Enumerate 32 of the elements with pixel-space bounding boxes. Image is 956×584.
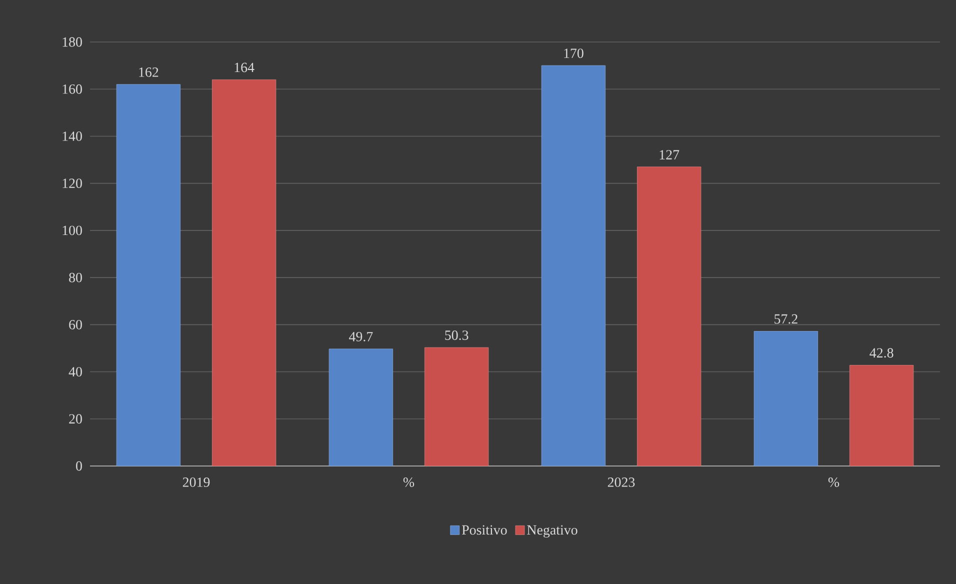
bar xyxy=(212,79,276,466)
y-tick-label: 120 xyxy=(62,178,82,188)
y-tick-label: 100 xyxy=(62,226,82,236)
y-tick-label: 140 xyxy=(62,132,82,141)
data-label: 164 xyxy=(234,62,254,72)
data-label: 162 xyxy=(139,68,158,77)
data-label: 49.7 xyxy=(349,332,373,342)
bar xyxy=(541,65,606,466)
bar xyxy=(328,348,394,466)
legend-label: Positivo xyxy=(462,525,507,535)
bar xyxy=(849,364,914,466)
data-label: 42.8 xyxy=(870,348,894,358)
y-tick-label: 40 xyxy=(68,367,82,376)
bar xyxy=(116,84,181,466)
y-tick-label: 60 xyxy=(69,320,82,330)
y-tick-label: 180 xyxy=(62,37,82,47)
y-tick-label: 20 xyxy=(69,414,82,424)
bar xyxy=(424,347,489,466)
x-tick-label: % xyxy=(828,478,840,487)
data-label: 50.3 xyxy=(445,330,468,340)
x-tick-label: % xyxy=(403,478,414,487)
y-tick-label: 0 xyxy=(76,461,82,471)
x-tick-label: 2019 xyxy=(182,478,210,487)
x-tick-label: 2023 xyxy=(608,478,635,487)
data-label: 57.2 xyxy=(774,314,798,324)
bar xyxy=(754,331,818,466)
y-tick-label: 80 xyxy=(69,272,82,282)
bar xyxy=(636,166,702,466)
y-tick-label: 160 xyxy=(62,84,82,94)
data-label: 127 xyxy=(660,150,680,160)
legend-label: Negativo xyxy=(527,525,578,538)
data-label: 170 xyxy=(564,48,584,58)
